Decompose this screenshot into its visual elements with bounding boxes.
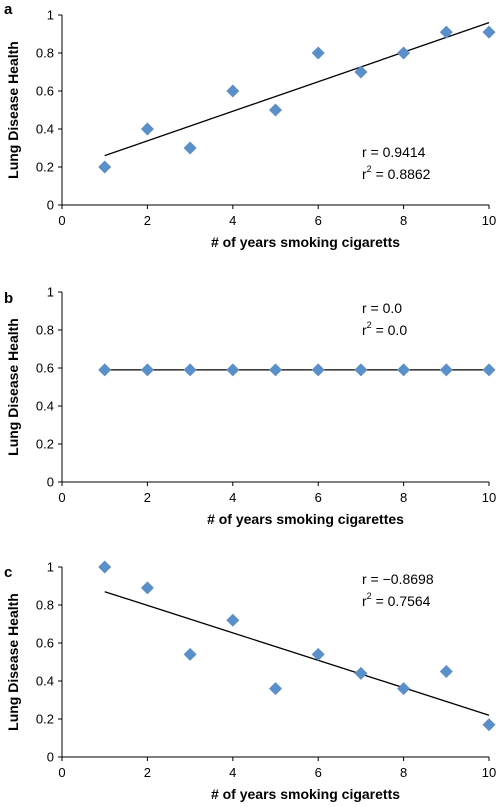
y-axis-label: Lung Disease Health [5, 593, 21, 731]
x-tick-label: 4 [229, 213, 236, 228]
y-tick-label: 0.4 [36, 399, 54, 414]
data-point [311, 647, 325, 661]
panel-label: c [4, 564, 12, 581]
panel-label: a [4, 1, 13, 18]
data-point [311, 46, 325, 60]
data-point [482, 25, 496, 39]
panel-b: b00.20.40.60.810 2 4 6 8 10# of years smoking… [4, 285, 496, 528]
data-point [98, 560, 112, 574]
data-point [354, 666, 368, 680]
x-tick-label: 0 [58, 765, 65, 780]
y-axis-label: Lung Disease Health [5, 318, 21, 456]
x-tick-label: 4 [229, 765, 236, 780]
data-point [397, 363, 411, 377]
panel-label: b [4, 290, 13, 307]
data-point [183, 141, 197, 155]
r2-superscript: 2 [367, 164, 372, 174]
y-tick-label: 1 [47, 560, 54, 575]
data-point [140, 581, 154, 595]
data-point [226, 84, 240, 98]
data-point [98, 363, 112, 377]
y-tick-label: 0.8 [36, 598, 54, 613]
x-axis-label: # of years smoking cigaretts [211, 786, 400, 802]
x-tick-label: 0 [58, 490, 65, 505]
r2-prefix: r [362, 593, 367, 609]
data-point [183, 363, 197, 377]
x-axis-label: # of years smoking cigarettes [207, 511, 404, 527]
data-point [354, 363, 368, 377]
y-tick-label: 0 [47, 198, 54, 213]
y-tick-label: 0.6 [36, 636, 54, 651]
x-tick-label: 6 [315, 490, 322, 505]
trendline [104, 21, 490, 157]
y-axis-label: Lung Disease Health [5, 41, 21, 179]
y-tick-label: 0.6 [36, 361, 54, 376]
data-point [183, 647, 197, 661]
r2-superscript: 2 [367, 320, 372, 330]
data-point [269, 682, 282, 696]
data-point [140, 363, 154, 377]
r2-annotation: r2 = 0.7564 [362, 591, 431, 609]
trendline [104, 591, 490, 716]
r-annotation: r = −0.8698 [362, 571, 434, 587]
r2-annotation: r2 = 0.8862 [362, 164, 431, 182]
r2-prefix: r [362, 322, 367, 338]
y-tick-label: 1 [47, 8, 54, 23]
x-tick-label: 2 [144, 213, 151, 228]
data-point [439, 25, 453, 39]
r2-prefix: r [362, 166, 367, 182]
data-point [98, 160, 112, 174]
x-tick-label: 8 [400, 490, 407, 505]
data-point [226, 363, 240, 377]
x-tick-label: 2 [144, 765, 151, 780]
y-tick-label: 0.2 [36, 712, 54, 727]
y-tick-label: 0.2 [36, 160, 54, 175]
y-tick-label: 0 [47, 750, 54, 765]
y-tick-label: 0.4 [36, 122, 54, 137]
y-tick-label: 0.4 [36, 674, 54, 689]
y-tick-label: 0 [47, 475, 54, 490]
data-point [397, 46, 411, 60]
y-tick-label: 0.8 [36, 46, 54, 61]
data-point [482, 363, 496, 377]
r2-value: = 0.8862 [372, 166, 431, 182]
r2-annotation: r2 = 0.0 [362, 320, 407, 338]
data-point [482, 718, 496, 732]
data-point [397, 682, 411, 696]
x-tick-label: 10 [482, 765, 496, 780]
data-point [354, 65, 368, 79]
y-tick-label: 0.6 [36, 84, 54, 99]
r2-value: = 0.7564 [372, 593, 431, 609]
x-tick-label: 2 [144, 490, 151, 505]
x-tick-label: 10 [482, 490, 496, 505]
x-tick-label: 8 [400, 213, 407, 228]
panel-a: a00.20.40.60.810 2 4 6 8 10# of years smoking… [4, 1, 496, 250]
x-tick-label: 0 [58, 213, 65, 228]
x-tick-label: 6 [315, 213, 322, 228]
data-point [140, 122, 154, 136]
data-point [311, 363, 325, 377]
x-tick-label: 10 [482, 213, 496, 228]
x-tick-label: 6 [315, 765, 322, 780]
y-tick-label: 0.8 [36, 323, 54, 338]
data-point [439, 363, 453, 377]
data-point [439, 665, 453, 678]
panel-c: c00.20.40.60.810 2 4 6 8 10# of years smoking… [4, 560, 496, 803]
y-tick-label: 1 [47, 285, 54, 300]
y-tick-label: 0.2 [36, 437, 54, 452]
r2-superscript: 2 [367, 591, 372, 601]
r-annotation: r = 0.9414 [362, 144, 426, 160]
x-axis-label: # of years smoking cigaretts [211, 234, 400, 250]
r2-value: = 0.0 [372, 322, 408, 338]
x-tick-label: 8 [400, 765, 407, 780]
data-point [226, 613, 240, 627]
x-tick-label: 4 [229, 490, 236, 505]
r-annotation: r = 0.0 [362, 300, 402, 316]
data-point [269, 363, 282, 377]
data-point [269, 103, 282, 117]
